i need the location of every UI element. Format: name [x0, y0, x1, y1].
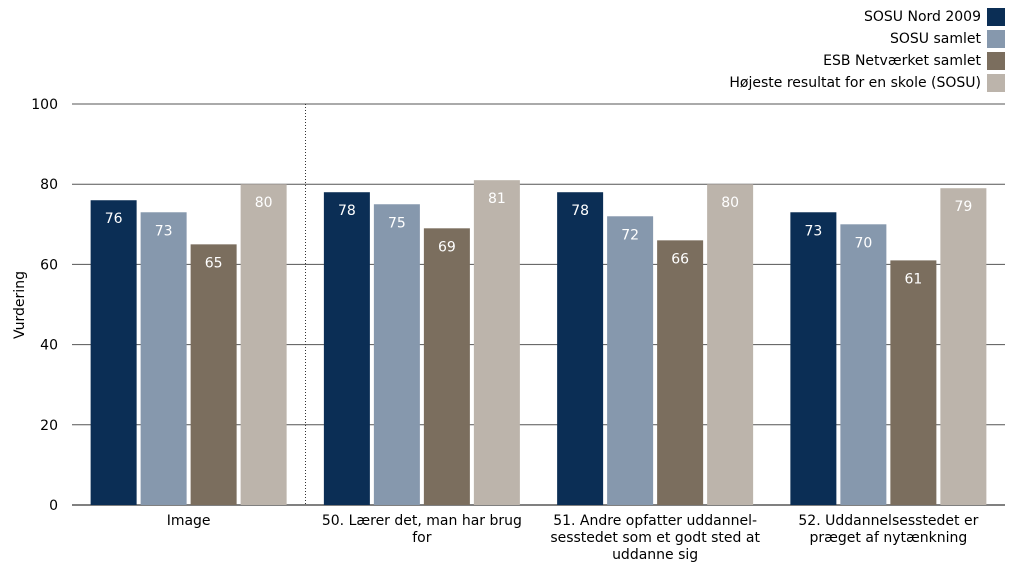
x-tick-label: præget af nytænkning — [810, 530, 968, 546]
legend-item-sosu-samlet: SOSU samlet — [729, 28, 1005, 50]
data-label: 70 — [854, 235, 872, 251]
data-label: 65 — [205, 255, 223, 271]
legend-label: SOSU Nord 2009 — [863, 9, 981, 25]
bar — [890, 260, 937, 505]
x-tick-label: 51. Andre opfatter uddannel- — [553, 513, 757, 529]
y-tick-label: 80 — [40, 177, 58, 193]
bar — [190, 244, 237, 505]
bar — [657, 240, 704, 505]
data-label: 78 — [338, 203, 356, 219]
bar — [790, 212, 837, 505]
bar — [90, 200, 137, 506]
legend-swatch — [987, 52, 1005, 70]
x-tick-label: 52. Uddannelsesstedet er — [798, 513, 978, 529]
y-axis-label: Vurdering — [12, 271, 28, 339]
data-label: 79 — [954, 199, 972, 215]
data-label: 66 — [671, 251, 689, 267]
data-label: 76 — [105, 211, 123, 227]
x-tick-label: for — [412, 530, 431, 546]
y-tick-label: 100 — [31, 97, 58, 113]
data-label: 69 — [438, 239, 456, 255]
bar — [557, 192, 604, 505]
data-label: 61 — [904, 271, 922, 287]
bar — [423, 228, 470, 505]
y-tick-label: 60 — [40, 257, 58, 273]
data-label: 81 — [488, 191, 506, 207]
data-label: 73 — [804, 223, 822, 239]
bar — [473, 180, 520, 505]
x-tick-label: uddanne sig — [612, 547, 698, 563]
y-tick-label: 0 — [49, 498, 58, 514]
data-label: 80 — [255, 195, 273, 211]
legend-swatch — [987, 74, 1005, 92]
bar — [140, 212, 187, 505]
data-label: 75 — [388, 215, 406, 231]
legend-swatch — [987, 30, 1005, 48]
bar — [707, 184, 754, 505]
legend-item-sosu-nord-2009: SOSU Nord 2009 — [729, 6, 1005, 28]
bar — [607, 216, 654, 505]
data-label: 72 — [621, 227, 639, 243]
bar — [373, 204, 420, 505]
bar — [840, 224, 887, 506]
x-tick-label: sesstedet som et godt sted at — [550, 530, 760, 546]
legend-item-esb-netvaerket: ESB Netværket samlet — [729, 50, 1005, 72]
bar — [323, 192, 370, 505]
legend-swatch — [987, 8, 1005, 26]
bar — [940, 188, 987, 505]
data-label: 78 — [571, 203, 589, 219]
bar — [240, 184, 287, 505]
data-label: 73 — [155, 223, 173, 239]
legend: SOSU Nord 2009 SOSU samlet ESB Netværket… — [729, 6, 1005, 94]
x-tick-label: Image — [167, 513, 211, 529]
data-label: 80 — [721, 195, 739, 211]
legend-label: SOSU samlet — [890, 31, 981, 47]
y-tick-label: 40 — [40, 338, 58, 354]
legend-label: ESB Netværket samlet — [823, 53, 981, 69]
x-tick-label: 50. Lærer det, man har brug — [322, 513, 522, 529]
legend-label: Højeste resultat for en skole (SOSU) — [729, 75, 981, 91]
y-tick-label: 20 — [40, 418, 58, 434]
legend-item-hoejeste-resultat: Højeste resultat for en skole (SOSU) — [729, 72, 1005, 94]
